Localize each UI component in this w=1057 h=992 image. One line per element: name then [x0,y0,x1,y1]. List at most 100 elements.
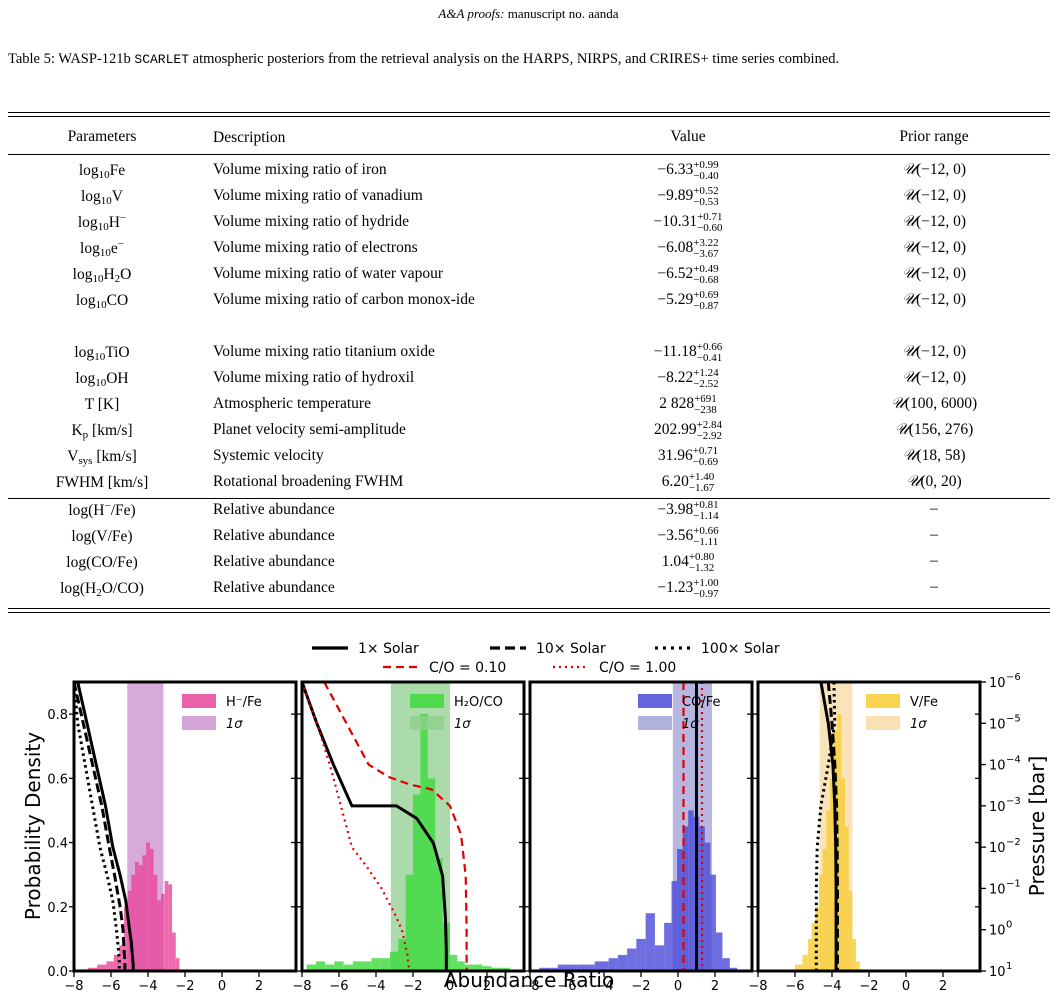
histogram-bar [464,964,474,971]
parameter-description: Systemic velocity [213,447,324,464]
uniform-prior-symbol: 𝒰 [901,212,916,230]
histogram-bar [142,855,147,971]
value-upper-error: +0.69 [693,289,719,301]
parameter-value: −10.31 +0.71 −0.60 [568,212,808,234]
parameter-description: Volume mixing ratio of hydroxil [213,369,415,386]
histogram-bar [841,778,845,971]
histogram-bar [627,948,637,971]
panel-legend-label: CO/Fe [682,695,720,710]
prior-interval: (−12, 0) [915,239,967,256]
legend-swatch-sigma [182,716,216,730]
value-lower-error: −238 [694,404,717,416]
value-lower-error: −1.11 [693,536,719,548]
prior-interval: (100, 6000) [904,395,978,412]
prior-interval: (18, 58) [916,447,966,464]
histogram-bar [826,810,831,971]
table-row: FWHM [km/s] Rotational broadening FWHM 6.2… [8,472,1050,498]
prior-range: 𝒰(−12, 0) [818,368,1050,387]
prior-range: – [818,578,1050,596]
prior-interval: (−12, 0) [915,161,967,178]
prior-interval: (−12, 0) [915,213,967,230]
param-main: Fe [109,162,126,179]
parameter-name: log10TiO [8,342,196,363]
col-header-prior: Prior range [899,128,969,145]
histogram-bar [557,964,577,971]
value-median: 1.04 [661,553,689,570]
prior-range: – [818,552,1050,570]
parameter-name: log10Fe [8,160,196,181]
histogram-bar [138,865,143,971]
pressure-tick-label: 10 [989,759,1006,774]
value-errors: +0.99 −0.40 [693,160,718,182]
value-errors: +1.40 −1.67 [689,472,714,494]
legend-label: 10× Solar [536,641,606,657]
param-prefix: log [75,370,96,387]
x-tick-label: −4 [138,979,157,992]
value-errors: +3.22 −3.67 [693,238,718,260]
histogram-bar [594,961,609,971]
param-main: CO [106,292,129,309]
legend-swatch-hist [866,694,900,708]
histogram-bar [160,893,165,971]
value-median: −11.18 [653,343,697,360]
y-tick-label: 0.4 [47,837,68,852]
histogram-bar [146,842,150,971]
value-errors: +0.49 −0.68 [693,264,718,286]
figure-axis-labels: 0.00.20.40.60.810 −610 −510 −410 −310 −210 −11… [21,672,1049,992]
table-row: log(H2O/CO) Relative abundance −1.23 +1.00−… [8,578,1050,604]
panel: −8 −6 −4 −2 0 2 CO/Fe 1σ [520,680,754,992]
value-lower-error: −0.68 [693,274,719,286]
x-tick-label: −6 [557,979,576,992]
parameter-name: log10H− [8,212,196,233]
table-top-rule-2 [8,116,1050,117]
param-main: V [67,448,79,465]
param-prefix: log [77,214,98,231]
value-upper-error: +0.81 [693,499,719,511]
histogram-bar [677,848,683,971]
prior-interval: (−12, 0) [915,187,967,204]
histogram-bar [710,874,716,971]
parameter-description: Relative abundance [213,501,335,518]
param-main: e [110,240,118,257]
value-lower-error: −0.60 [697,222,723,234]
legend-label: 1× Solar [358,641,419,657]
histogram-bar [722,958,730,971]
pressure-profile-solar-100x [814,681,837,971]
histogram-bar [856,961,860,971]
parameter-description: Volume mixing ratio of electrons [213,239,418,256]
table-section-rule [8,498,1050,499]
prior-interval: (−12, 0) [915,343,967,360]
param-main: OH [106,370,129,387]
parameter-value: −3.56 +0.66 −1.11 [568,526,808,548]
value-lower-error: −0.69 [692,456,719,468]
value-median: −3.56 [657,527,694,544]
param-prefix-subscript: 10 [95,377,107,389]
panel-legend-sigma: 1σ [226,717,243,732]
histogram-bar [819,874,823,971]
param-subscript: p [82,429,89,441]
table-header-rule [8,154,1050,155]
histogram-bar [398,938,406,971]
caption-code: SCARLET [134,52,190,67]
histogram-bar [106,961,114,971]
table-row: log(V/Fe) Relative abundance −3.56 +0.66 −1.… [8,526,1050,552]
parameter-description: Rotational broadening FWHM [213,473,404,490]
x-tick-label: −6 [329,979,348,992]
histogram-bar [482,966,492,971]
histogram-bar [371,958,381,971]
pressure-tick-exponent: −2 [1006,837,1021,848]
value-errors: +1.24 −2.52 [693,368,718,390]
prior-interval: – [930,552,938,569]
value-lower-error: −2.52 [693,378,719,390]
parameter-description: Volume mixing ratio of hydride [213,213,410,230]
table-row: log10Fe Volume mixing ratio of iron −6.33 +… [8,160,1050,186]
prior-range: 𝒰(−12, 0) [818,264,1050,283]
histogram-bar [435,858,443,971]
histogram-bar [315,961,326,971]
value-errors: +0.71 −0.69 [693,446,718,468]
panel: −8 −6 −4 −2 0 2 H₂O/CO 1σ [292,680,526,992]
uniform-prior-symbol: 𝒰 [901,186,916,204]
caption-lead: Table 5: WASP-121b [8,51,135,67]
value-median: −3.98 [657,501,694,518]
